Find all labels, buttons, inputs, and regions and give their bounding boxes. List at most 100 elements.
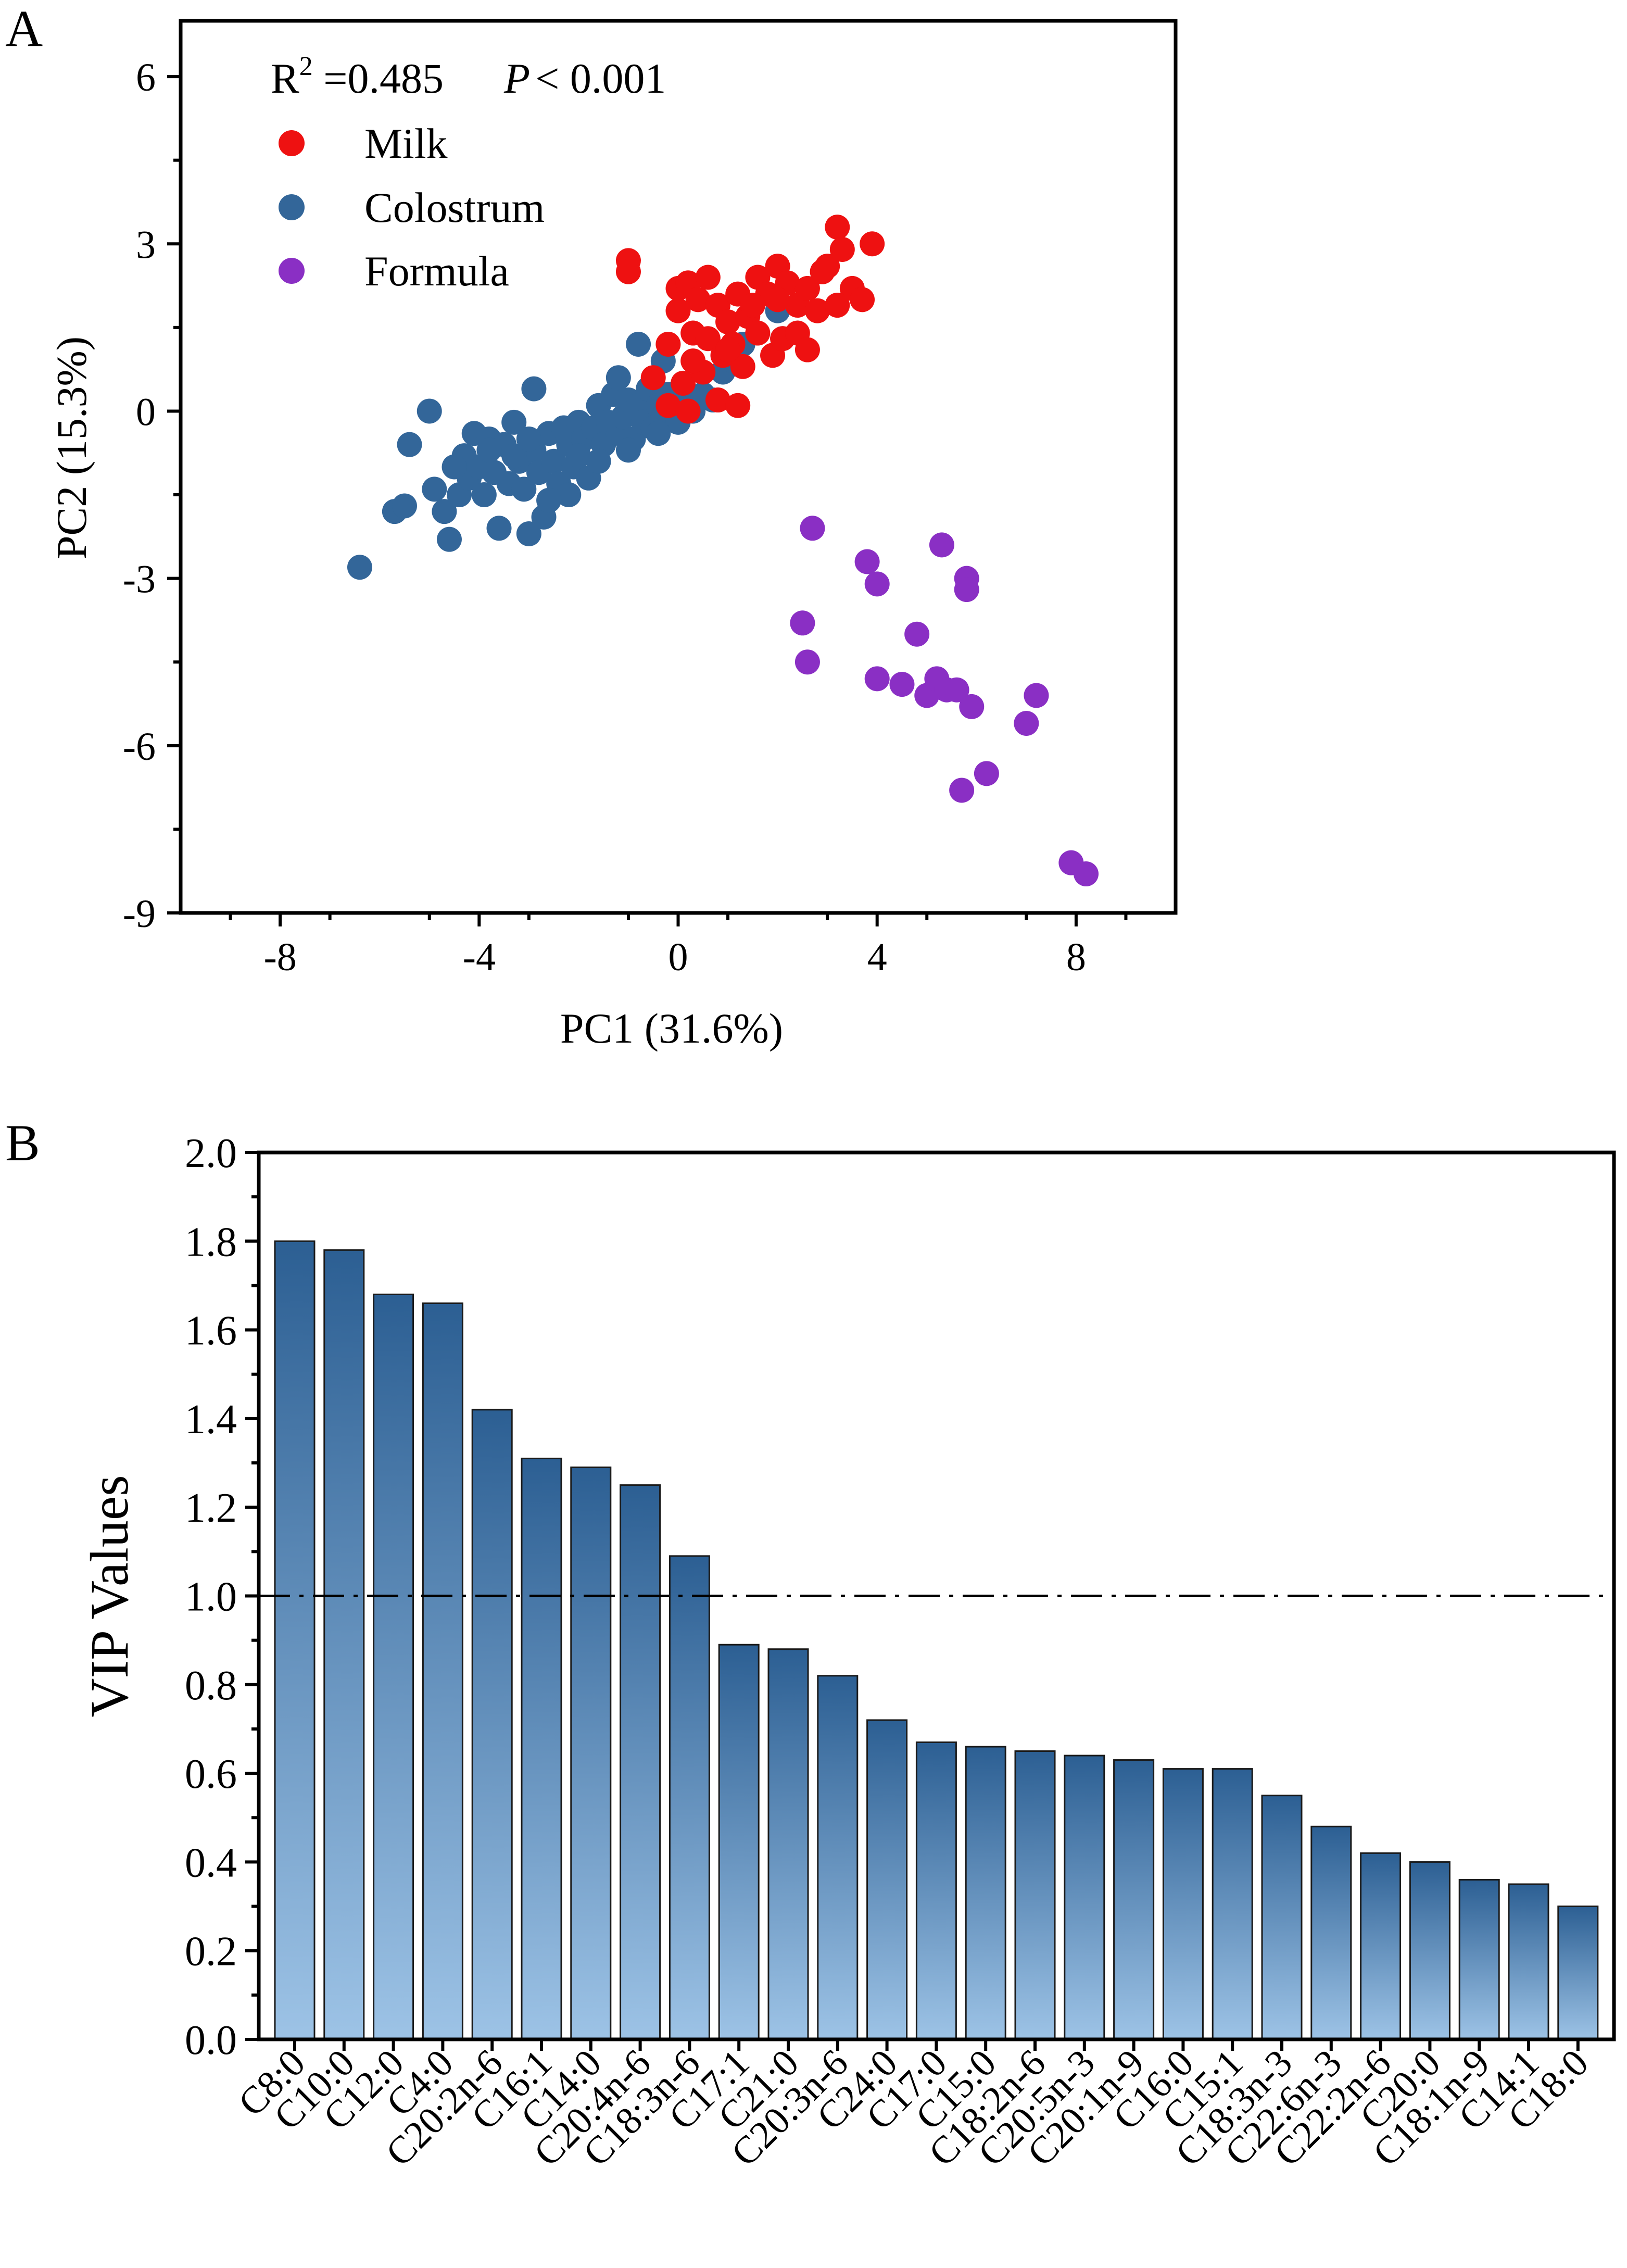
point-colostrum-64 <box>501 443 527 469</box>
x-tick-label: 4 <box>867 935 887 979</box>
point-milk-18 <box>825 215 850 240</box>
y-tick-label: 3 <box>136 223 156 267</box>
p-value-annotation: P < 0.001 <box>503 55 666 102</box>
vip-y-tick-label: 1.4 <box>185 1397 237 1443</box>
legend-marker-milk <box>279 130 305 156</box>
bar-C22:2n-6 <box>1360 1852 1402 2040</box>
point-colostrum-65 <box>442 454 467 480</box>
point-milk-19 <box>829 236 855 262</box>
bar-C14:1 <box>1508 1883 1549 2040</box>
point-formula-12 <box>944 677 969 703</box>
bar-C12:0 <box>373 1293 414 2040</box>
point-colostrum-74 <box>615 437 641 463</box>
point-colostrum-22 <box>516 521 541 546</box>
bar-C17:0 <box>915 1741 957 2040</box>
point-colostrum-27 <box>541 448 566 474</box>
bar-C8:0 <box>274 1240 316 2040</box>
point-milk-22 <box>860 231 885 257</box>
y-tick-label: -3 <box>123 558 156 602</box>
point-colostrum-63 <box>521 376 547 402</box>
point-formula-21 <box>1074 861 1099 887</box>
point-colostrum-61 <box>626 331 651 357</box>
point-colostrum-16 <box>486 516 512 541</box>
point-formula-18 <box>1014 710 1039 736</box>
point-milk-1 <box>615 259 641 284</box>
point-milk-23 <box>665 298 691 323</box>
point-formula-0 <box>800 516 825 541</box>
point-formula-19 <box>1024 683 1049 708</box>
point-colostrum-21 <box>511 477 537 502</box>
bar-C18:3n-3 <box>1261 1795 1303 2040</box>
point-formula-17 <box>974 761 999 786</box>
y-tick-label: -9 <box>123 892 156 936</box>
point-milk-34 <box>655 331 681 357</box>
bar-C20:5n-3 <box>1064 1755 1105 2040</box>
bar-C16:0 <box>1162 1768 1204 2040</box>
legend-label-milk: Milk <box>364 120 447 167</box>
point-colostrum-66 <box>556 482 582 508</box>
bar-C10:0 <box>323 1249 365 2040</box>
bar-C20:4n-6 <box>620 1484 661 2040</box>
point-formula-4 <box>864 571 890 597</box>
x-axis-title: PC1 (31.6%) <box>560 1005 783 1052</box>
category-labels: C8:0C10:0C12:0C4:0C20:2n-6C16:1C14:0C20:… <box>230 2041 1597 2175</box>
point-milk-28 <box>730 354 755 379</box>
point-formula-6 <box>889 672 915 697</box>
point-milk-43 <box>810 259 835 284</box>
point-colostrum-5 <box>422 477 447 502</box>
x-tick-label: 8 <box>1066 935 1086 979</box>
bar-C18:0 <box>1557 1906 1599 2040</box>
point-formula-13 <box>949 778 975 803</box>
bar-C21:0 <box>767 1648 809 2040</box>
vip-bars <box>274 1240 1599 2040</box>
point-milk-40 <box>655 393 681 418</box>
x-tick-label: -4 <box>463 935 496 979</box>
point-colostrum-0 <box>347 555 372 580</box>
point-milk-21 <box>850 287 875 312</box>
bar-C14:0 <box>570 1467 612 2040</box>
point-milk-33 <box>794 337 820 362</box>
vip-y-tick-label: 1.6 <box>185 1308 237 1354</box>
vip-y-tick-label: 2.0 <box>185 1131 237 1176</box>
vip-y-tick-label: 0.8 <box>185 1663 237 1709</box>
point-milk-38 <box>705 387 730 413</box>
bar-C20:2n-6 <box>471 1409 513 2040</box>
legend-label-colostrum: Colostrum <box>364 184 545 231</box>
bar-C15:0 <box>965 1746 1006 2040</box>
bar-C16:1 <box>521 1458 562 2040</box>
point-milk-39 <box>725 393 751 418</box>
panel-b-label: B <box>5 1114 40 1172</box>
scatter-panel: -8 -4 0 4 8 6 3 0 -3 -6 -9 R2 =0.485 P < 0.001 Milk… <box>48 19 1178 1052</box>
point-colostrum-4 <box>417 398 442 424</box>
point-colostrum-13 <box>471 482 497 508</box>
vip-y-tick-label: 0.4 <box>185 1840 237 1886</box>
bar-C24:0 <box>866 1719 908 2040</box>
point-formula-10 <box>929 532 954 558</box>
point-colostrum-67 <box>586 448 611 474</box>
r2-annotation: R2 =0.485 <box>271 52 444 102</box>
point-colostrum-70 <box>606 365 631 391</box>
x-tick-label: 0 <box>669 935 688 979</box>
bar-C18:2n-6 <box>1014 1750 1056 2040</box>
point-colostrum-73 <box>566 443 591 469</box>
legend: Milk Colostrum Formula <box>279 120 545 295</box>
bar-C18:3n-6 <box>669 1555 710 2040</box>
vip-y-tick-label: 1.8 <box>185 1219 237 1265</box>
point-formula-2 <box>794 649 820 675</box>
panel-a-label: A <box>5 0 43 57</box>
point-formula-3 <box>854 549 880 574</box>
bar-C20:3n-6 <box>817 1675 859 2040</box>
point-milk-16 <box>805 298 830 323</box>
point-milk-46 <box>680 348 706 374</box>
point-milk-25 <box>695 326 721 352</box>
bar-C18:1n-9 <box>1458 1878 1500 2040</box>
point-formula-16 <box>959 694 985 719</box>
point-colostrum-19 <box>501 409 527 435</box>
point-formula-5 <box>864 666 890 692</box>
bar-C20:1n-9 <box>1113 1759 1155 2040</box>
point-milk-15 <box>794 275 820 301</box>
point-colostrum-69 <box>536 487 562 513</box>
point-formula-7 <box>904 621 930 647</box>
y-axis-title: PC2 (15.3%) <box>48 336 95 559</box>
x-tick-label: -8 <box>263 935 296 979</box>
